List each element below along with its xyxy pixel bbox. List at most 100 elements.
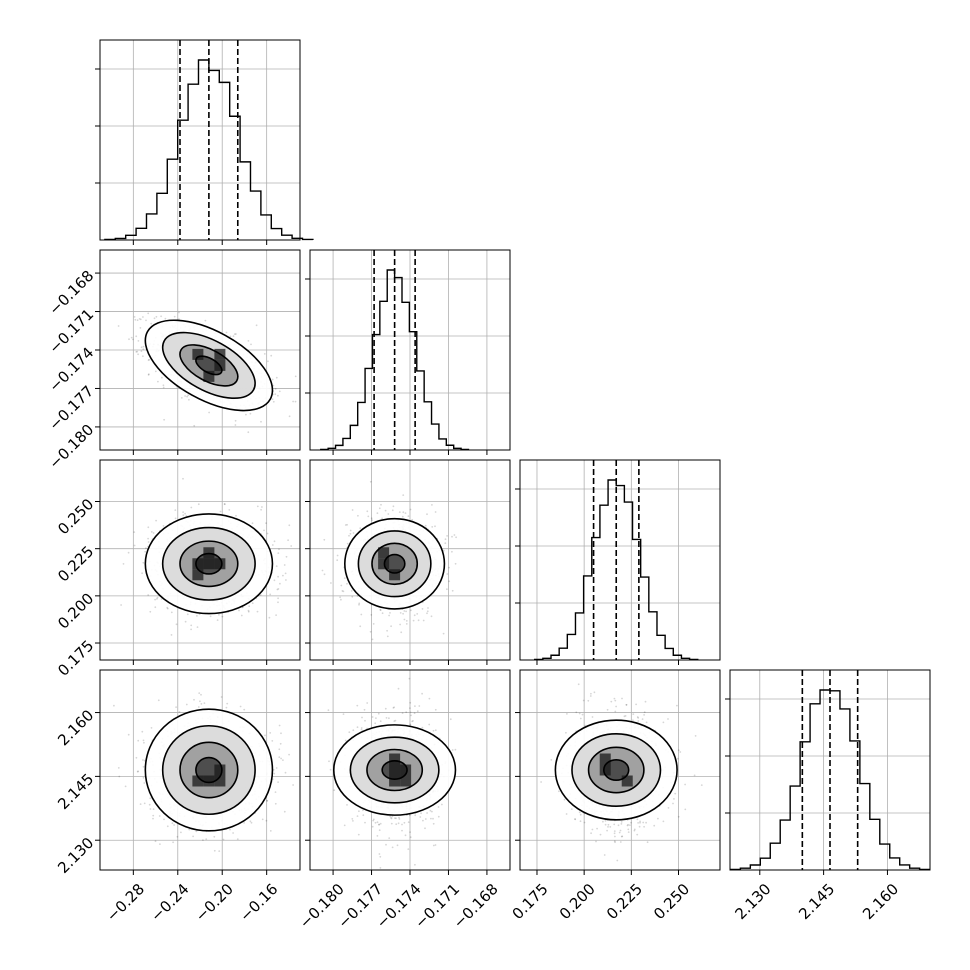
sample-point (391, 846, 394, 849)
sample-point (147, 373, 150, 376)
sample-point (247, 610, 250, 613)
sample-point (288, 753, 290, 756)
sample-point (117, 767, 120, 769)
sample-point (434, 844, 437, 846)
sample-point (274, 387, 277, 390)
sample-point (127, 733, 130, 736)
sample-point (444, 538, 447, 541)
sample-point (166, 607, 169, 610)
sample-point (220, 696, 223, 698)
sample-point (147, 526, 150, 529)
sample-point (268, 616, 271, 619)
sample-point (128, 338, 130, 341)
sample-point (372, 623, 375, 625)
sample-point (346, 582, 348, 585)
sample-point (161, 376, 163, 379)
sample-point (285, 555, 288, 558)
sample-point (271, 398, 274, 401)
sample-point (271, 378, 274, 381)
sample-point (178, 711, 181, 713)
sample-point (280, 757, 282, 760)
sample-point (384, 707, 387, 710)
sample-point (184, 395, 187, 397)
sample-point (140, 346, 143, 349)
sample-point (250, 821, 253, 824)
sample-point (282, 574, 284, 577)
sample-point (142, 739, 145, 742)
sample-point (386, 629, 388, 632)
sample-point (186, 613, 189, 616)
sample-point (399, 612, 402, 614)
sample-point (283, 564, 286, 566)
sample-point (172, 841, 175, 844)
sample-point (381, 612, 384, 615)
sample-point (265, 522, 267, 524)
sample-point (369, 480, 372, 483)
sample-point (149, 797, 152, 800)
sample-point (141, 730, 144, 733)
sample-point (143, 802, 146, 805)
sample-point (266, 799, 268, 802)
sample-point (271, 740, 274, 742)
sample-point (408, 677, 411, 680)
sample-point (152, 817, 154, 820)
sample-point (222, 838, 225, 841)
sample-point (339, 596, 341, 599)
sample-point (141, 572, 144, 575)
sample-point (413, 614, 416, 617)
sample-point (186, 395, 189, 398)
sample-point (150, 322, 153, 325)
sample-point (277, 601, 279, 604)
sample-point (197, 706, 200, 708)
sample-point (385, 843, 387, 846)
sample-point (279, 742, 282, 745)
sample-point (277, 781, 279, 783)
sample-point (142, 348, 145, 351)
sample-point (139, 327, 142, 329)
sample-point (213, 835, 216, 838)
sample-point (205, 838, 208, 840)
sample-point (156, 598, 158, 600)
sample-point (133, 544, 136, 547)
sample-point (448, 580, 451, 583)
sample-point (124, 785, 127, 788)
sample-point (173, 315, 176, 318)
sample-point (350, 590, 353, 592)
sample-point (361, 716, 363, 719)
sample-point (256, 610, 259, 613)
sample-point (170, 634, 173, 636)
sample-point (137, 353, 140, 356)
sample-point (171, 822, 174, 825)
sample-point (223, 503, 226, 506)
sample-point (136, 350, 139, 353)
sample-point (279, 582, 281, 585)
sample-point (269, 593, 272, 596)
sample-point (409, 508, 412, 511)
sample-point (147, 374, 150, 376)
sample-point (340, 584, 343, 587)
sample-point (162, 386, 165, 389)
sample-point (233, 333, 236, 335)
sample-point (269, 830, 272, 832)
sample-point (187, 394, 190, 397)
sample-point (380, 503, 382, 506)
sample-point (278, 548, 280, 551)
sample-point (153, 317, 156, 320)
sample-point (389, 612, 391, 614)
sample-point (285, 579, 287, 581)
sample-point (143, 782, 146, 784)
sample-point (358, 603, 360, 606)
sample-point (142, 345, 145, 348)
sample-point (144, 550, 147, 553)
sample-point (250, 343, 252, 346)
sample-point (118, 775, 121, 778)
sample-point (357, 514, 359, 517)
sample-point (166, 825, 169, 828)
sample-point (349, 532, 352, 535)
sample-point (360, 613, 363, 616)
density-contours (144, 708, 274, 832)
sample-point (229, 828, 231, 831)
gridlines (520, 460, 720, 660)
sample-point (234, 419, 237, 422)
sample-point (273, 579, 276, 582)
